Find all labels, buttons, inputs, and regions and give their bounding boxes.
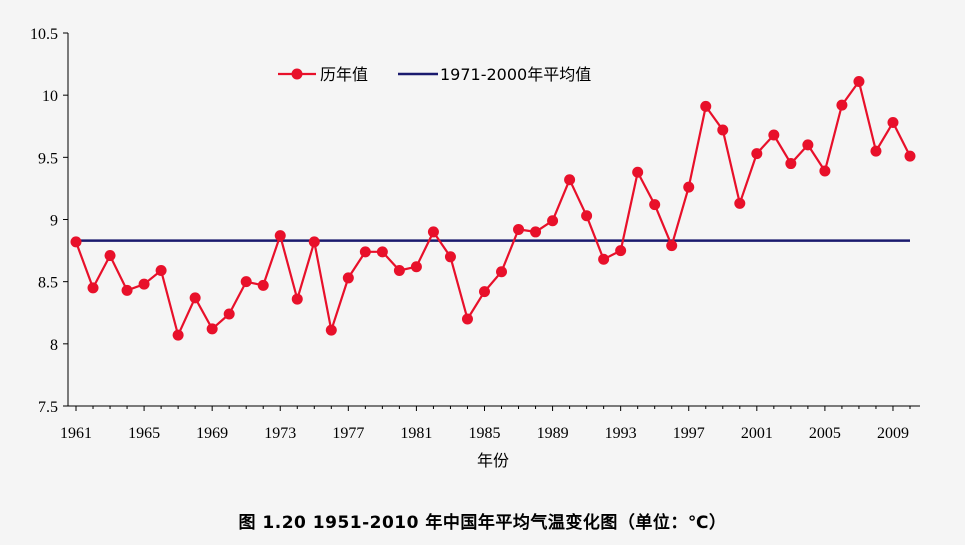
y-tick-label: 9.5 <box>38 150 58 167</box>
data-point <box>308 236 320 248</box>
data-point <box>819 165 831 177</box>
x-tick-label: 1989 <box>537 425 569 442</box>
data-point <box>325 324 337 336</box>
data-point <box>785 158 797 170</box>
data-point <box>257 279 269 291</box>
data-point <box>836 99 848 111</box>
data-point <box>427 226 439 238</box>
x-tick-label: 1977 <box>332 425 364 442</box>
data-point <box>683 181 695 193</box>
data-point <box>564 174 576 186</box>
data-point <box>513 223 525 235</box>
data-point <box>393 264 405 276</box>
data-point <box>444 251 456 263</box>
data-point <box>870 145 882 157</box>
y-tick-label: 8 <box>50 337 58 354</box>
data-point <box>189 292 201 304</box>
data-point <box>632 166 644 178</box>
data-point <box>87 282 99 294</box>
data-point <box>615 245 627 257</box>
data-point <box>496 266 508 278</box>
x-tick-label: 1985 <box>468 425 500 442</box>
legend-annual-swatch-marker <box>291 68 303 80</box>
data-point <box>581 210 593 222</box>
legend: 历年值 1971-2000年平均值 <box>278 65 591 84</box>
data-point <box>887 117 899 129</box>
data-point <box>121 284 133 296</box>
data-point <box>342 272 354 284</box>
x-tick-label: 2009 <box>877 425 909 442</box>
figure-caption: 图 1.20 1951-2010 年中国年平均气温变化图（单位：℃） <box>238 513 727 533</box>
data-point <box>649 199 661 211</box>
data-point <box>274 230 286 242</box>
x-tick-label: 1981 <box>400 425 432 442</box>
annual-value-line <box>74 80 911 337</box>
data-point <box>155 264 167 276</box>
x-axis-label: 年份 <box>477 451 509 470</box>
axes <box>67 33 920 407</box>
data-point <box>359 246 371 258</box>
x-tick-label: 2001 <box>741 425 773 442</box>
data-point <box>376 246 388 258</box>
data-point <box>666 240 678 252</box>
data-point <box>853 75 865 87</box>
x-tick-label: 2005 <box>809 425 841 442</box>
data-point <box>291 293 303 305</box>
data-point <box>768 129 780 141</box>
y-tick-label: 10 <box>42 88 58 105</box>
x-tick-label: 1973 <box>264 425 296 442</box>
y-axis-ticks: 7.5 8 8.5 9 9.5 10 10.5 <box>30 26 68 416</box>
data-point <box>206 323 218 335</box>
data-point <box>547 215 559 227</box>
data-point <box>734 197 746 209</box>
data-point <box>223 308 235 320</box>
data-point <box>717 124 729 136</box>
data-point <box>240 276 252 288</box>
data-point <box>700 100 712 112</box>
series-layer <box>70 75 916 341</box>
data-point <box>598 253 610 265</box>
x-tick-label: 1965 <box>128 425 160 442</box>
x-tick-label: 1969 <box>196 425 228 442</box>
y-tick-label: 9 <box>50 213 58 230</box>
data-point <box>70 236 82 248</box>
data-point <box>478 286 490 298</box>
x-tick-label: 1961 <box>60 425 92 442</box>
data-point <box>904 150 916 162</box>
y-tick-label: 10.5 <box>30 26 58 43</box>
data-point <box>802 139 814 151</box>
data-point <box>172 329 184 341</box>
x-tick-label: 1997 <box>673 425 705 442</box>
data-point <box>104 250 116 262</box>
y-tick-label: 7.5 <box>38 399 58 416</box>
y-tick-label: 8.5 <box>38 275 58 292</box>
data-point <box>138 278 150 290</box>
data-point <box>461 313 473 325</box>
x-tick-label: 1993 <box>605 425 637 442</box>
legend-average-label: 1971-2000年平均值 <box>440 65 591 84</box>
legend-annual-label: 历年值 <box>320 65 368 84</box>
data-point <box>410 261 422 273</box>
data-point <box>751 148 763 160</box>
data-point <box>530 226 542 238</box>
x-axis-ticks: 1961 1965 1969 1973 1977 1981 1985 1989 1993 1997… <box>60 406 911 442</box>
